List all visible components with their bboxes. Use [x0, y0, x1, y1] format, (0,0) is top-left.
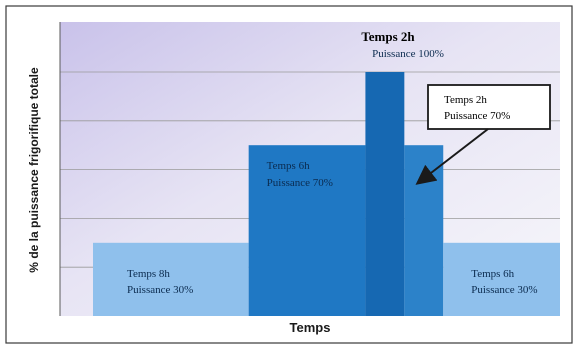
callout-box	[427, 84, 551, 130]
bar-label-time: Temps 2h	[361, 29, 415, 44]
bar-label-time: Temps 6h	[471, 268, 514, 280]
callout-label-time: Temps 2h	[444, 94, 487, 106]
x-axis-title: Temps	[290, 320, 331, 335]
y-axis-title: % de la puissance frigorifique totale	[27, 67, 41, 273]
bar-segment-5	[443, 242, 560, 316]
callout-label-power: Puissance 70%	[444, 110, 510, 122]
bar-segment-1	[93, 242, 249, 316]
bars	[93, 72, 560, 316]
bar-segment-4	[404, 145, 444, 316]
chart-frame	[5, 5, 573, 344]
bar-segment-2	[248, 145, 366, 316]
bar-label-power: Puissance 30%	[127, 284, 193, 296]
bar-label-power: Puissance 30%	[471, 284, 537, 296]
bar-segment-3	[365, 72, 405, 316]
bar-label-time: Temps 6h	[267, 160, 310, 172]
bar-label-time: Temps 8h	[127, 268, 170, 280]
bar-label-power: Puissance 70%	[267, 177, 333, 189]
callout-arrow	[415, 128, 489, 185]
bar-label-power: Puissance 100%	[372, 48, 444, 60]
bar-labels: Temps 8h Puissance 30% Temps 6h Puissance 7…	[127, 29, 551, 296]
